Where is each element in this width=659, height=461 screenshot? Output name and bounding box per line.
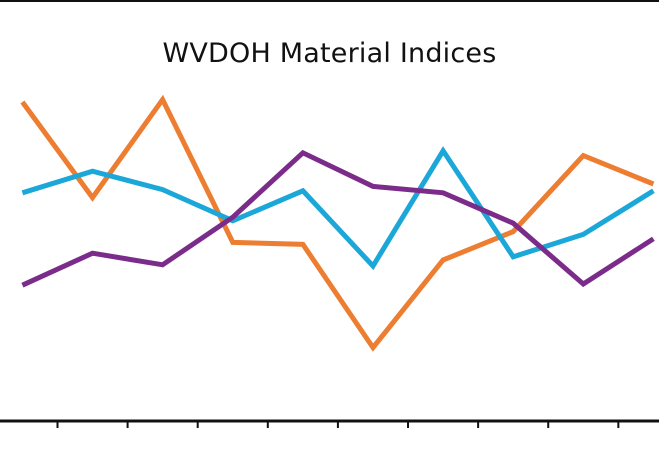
series-line-1: [20, 94, 655, 352]
series-line-3: [21, 149, 655, 288]
series-line-2: [21, 146, 655, 271]
top-border: [0, 0, 659, 2]
chart-title: WVDOH Material Indices: [162, 38, 497, 69]
